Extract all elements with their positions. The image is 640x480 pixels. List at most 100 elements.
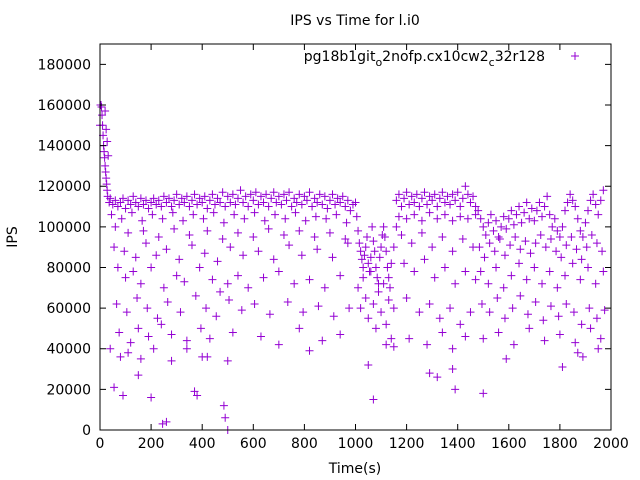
data-point	[182, 344, 191, 353]
data-point	[313, 198, 322, 207]
data-point	[357, 255, 366, 264]
data-point	[571, 338, 580, 347]
data-point	[141, 239, 150, 248]
data-point	[379, 222, 388, 231]
data-point	[300, 192, 309, 201]
data-point	[233, 194, 242, 203]
data-point	[152, 251, 161, 260]
data-point	[356, 304, 365, 313]
data-point	[170, 224, 179, 233]
data-point	[216, 198, 225, 207]
data-point	[461, 332, 470, 341]
data-point	[228, 190, 237, 199]
x-axis: 0 200 400 600 800 1000 1200 1400 1600 1800 2000	[96, 44, 629, 452]
data-point	[562, 241, 571, 250]
data-point	[566, 190, 575, 199]
data-point	[512, 210, 521, 219]
data-point	[291, 208, 300, 217]
data-point	[341, 235, 350, 244]
data-point	[176, 308, 185, 317]
data-point	[553, 283, 562, 292]
data-point	[594, 344, 603, 353]
data-point	[195, 263, 204, 272]
data-point	[177, 194, 186, 203]
data-point	[425, 208, 434, 217]
data-point	[103, 186, 112, 195]
data-point	[471, 275, 480, 284]
data-point	[599, 186, 608, 195]
y-tick-label: 80000	[46, 260, 91, 276]
data-point	[297, 251, 306, 260]
x-tick-label: 1600	[491, 436, 527, 452]
chart-title: IPS vs Time for l.i0	[290, 13, 420, 29]
data-point	[561, 271, 570, 280]
plot-frame	[99, 43, 612, 431]
data-point	[430, 190, 439, 199]
data-point	[538, 212, 547, 221]
data-point	[546, 302, 555, 311]
data-point	[569, 308, 578, 317]
data-point	[299, 308, 308, 317]
data-point	[515, 202, 524, 211]
data-point	[484, 218, 493, 227]
data-point	[366, 267, 375, 276]
data-point	[548, 222, 557, 231]
data-point	[336, 198, 345, 207]
data-point	[515, 259, 524, 268]
data-point	[193, 200, 202, 209]
data-point	[110, 243, 119, 252]
data-point	[274, 192, 283, 201]
y-axis: 0 20000 40000 60000 80000 100000 120000 140000 1…	[38, 57, 611, 439]
data-point	[438, 188, 447, 197]
data-point	[495, 235, 504, 244]
data-point	[219, 401, 228, 410]
data-point	[107, 210, 116, 219]
data-point	[555, 233, 564, 241]
data-point	[162, 417, 171, 426]
data-point	[402, 293, 411, 302]
data-point	[520, 208, 529, 217]
data-point	[342, 218, 351, 227]
data-point	[241, 192, 250, 201]
data-point	[283, 298, 292, 307]
data-point	[205, 196, 214, 205]
data-point	[121, 273, 130, 282]
data-point	[144, 204, 153, 213]
data-point	[400, 259, 409, 268]
data-point	[116, 198, 125, 207]
data-point	[185, 202, 194, 211]
data-point	[382, 320, 391, 329]
y-tick-label: 100000	[38, 220, 91, 236]
data-point	[279, 190, 288, 199]
data-point	[292, 198, 301, 207]
data-point	[479, 334, 488, 343]
data-point	[417, 216, 426, 225]
data-point	[443, 192, 452, 201]
data-point	[170, 196, 179, 205]
data-point	[305, 188, 314, 197]
data-point	[410, 198, 419, 207]
data-point	[433, 202, 442, 211]
data-point	[374, 287, 383, 296]
data-point	[389, 243, 398, 252]
legend-label: pg18b1gito2nofp.cx10cw2c32r128	[304, 49, 545, 69]
data-point	[168, 208, 177, 217]
data-point	[502, 354, 511, 363]
data-point	[244, 202, 253, 211]
data-point	[368, 222, 377, 231]
data-point	[167, 356, 176, 365]
data-point	[154, 196, 163, 205]
data-point	[182, 192, 191, 201]
data-point	[356, 247, 365, 256]
data-point	[301, 216, 310, 225]
data-point	[120, 247, 129, 256]
data-point	[592, 239, 601, 248]
data-point	[354, 283, 363, 292]
data-point	[131, 253, 140, 262]
data-point	[104, 151, 113, 160]
data-point	[440, 198, 449, 207]
data-point	[113, 263, 122, 272]
data-point	[577, 320, 586, 329]
data-point	[138, 216, 147, 225]
data-point	[563, 198, 572, 207]
